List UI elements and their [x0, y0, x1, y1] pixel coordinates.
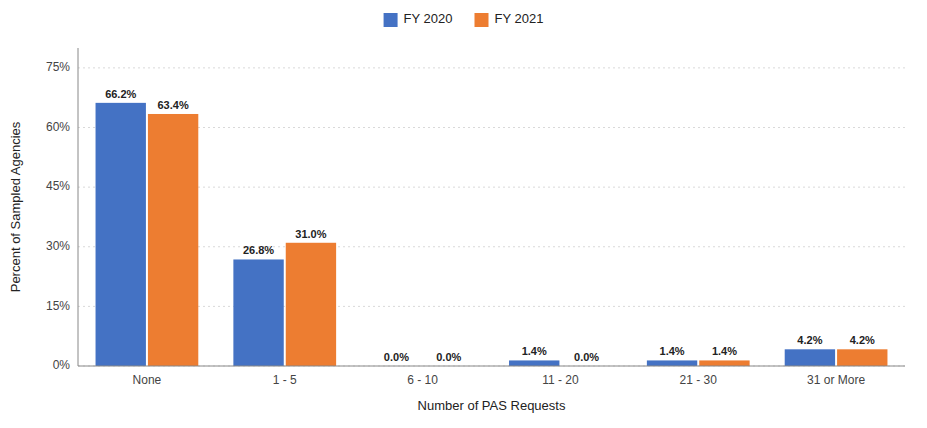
grid-line — [78, 246, 905, 247]
y-tick-label: 45% — [46, 179, 70, 193]
bar — [699, 360, 749, 366]
x-tick-labels: None 1 - 5 6 - 10 11 - 20 21 - 30 31 or More — [133, 373, 866, 387]
data-label: 31.0% — [295, 228, 326, 240]
x-tick-label: 11 - 20 — [542, 373, 579, 387]
legend-label: FY 2021 — [495, 11, 544, 26]
data-label: 0.0% — [384, 351, 409, 363]
grid-line — [78, 67, 905, 68]
legend-swatch — [384, 13, 398, 27]
data-label: 0.0% — [574, 351, 599, 363]
bar — [148, 114, 198, 366]
legend-label: FY 2020 — [404, 11, 453, 26]
data-label: 4.2% — [797, 334, 822, 346]
x-tick-label: 1 - 5 — [273, 373, 297, 387]
y-tick-labels: 0% 15% 30% 45% 60% 75% — [46, 60, 70, 372]
data-labels: 66.2% 26.8% 0.0% 1.4% 1.4% 4.2% 63.4% 31.0% 0.0%… — [105, 88, 875, 363]
grid-line — [78, 127, 905, 128]
data-label: 1.4% — [660, 345, 685, 357]
y-tick-label: 0% — [53, 358, 71, 372]
x-axis-line — [78, 366, 905, 367]
x-tick-label: 21 - 30 — [680, 373, 718, 387]
y-tick-label: 60% — [46, 120, 70, 134]
x-tick-label: None — [133, 373, 162, 387]
data-label: 4.2% — [850, 334, 875, 346]
legend: FY 2020 FY 2021 — [384, 11, 544, 27]
axes — [78, 48, 905, 366]
y-tick-label: 30% — [46, 239, 70, 253]
bar — [96, 103, 146, 366]
data-label: 66.2% — [105, 88, 136, 100]
grid-line — [78, 366, 905, 367]
legend-item: FY 2020 — [384, 11, 453, 27]
bar — [785, 349, 835, 366]
bar — [837, 349, 887, 366]
chart-container: 0% 15% 30% 45% 60% 75% 66.2% 26.8% 0.0% 1.4% 1.4% 4… — [0, 0, 927, 428]
data-label: 63.4% — [158, 99, 189, 111]
chart-svg: 0% 15% 30% 45% 60% 75% 66.2% 26.8% 0.0% 1.4% 1.4% 4… — [0, 0, 927, 428]
x-tick-label: 6 - 10 — [407, 373, 438, 387]
grid-line — [78, 187, 905, 188]
data-label: 1.4% — [712, 345, 737, 357]
data-label: 1.4% — [522, 345, 547, 357]
legend-item: FY 2021 — [475, 11, 544, 27]
data-label: 0.0% — [436, 351, 461, 363]
bar — [286, 243, 336, 366]
y-grid — [78, 68, 905, 366]
y-tick-label: 75% — [46, 60, 70, 74]
bar — [233, 259, 283, 366]
bar — [647, 360, 697, 366]
y-axis-line — [78, 48, 79, 366]
y-axis-title: Percent of Sampled Agencies — [8, 121, 23, 292]
grid-line — [78, 306, 905, 307]
data-label: 26.8% — [243, 244, 274, 256]
bar — [509, 360, 559, 366]
y-tick-label: 15% — [46, 299, 70, 313]
x-tick-label: 31 or More — [807, 373, 865, 387]
bars — [96, 103, 888, 366]
legend-swatch — [475, 13, 489, 27]
x-axis-title: Number of PAS Requests — [418, 398, 566, 413]
